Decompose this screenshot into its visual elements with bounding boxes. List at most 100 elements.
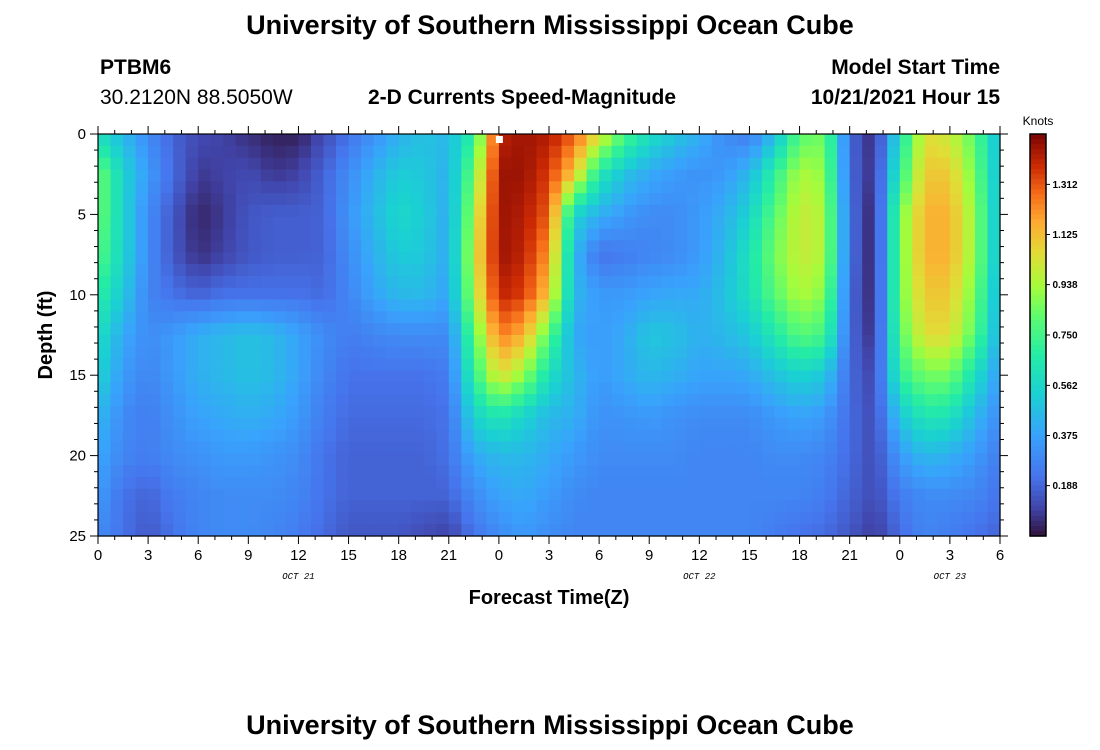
heatmap-cell <box>210 394 224 407</box>
colorbar-segment <box>1030 269 1046 276</box>
heatmap-cell <box>273 264 287 277</box>
heatmap-cell <box>248 181 262 194</box>
heatmap-cell <box>386 512 400 525</box>
heatmap-cell <box>448 417 462 431</box>
heatmap-cell <box>674 429 688 443</box>
heatmap-cell <box>436 204 450 218</box>
heatmap-cell <box>173 204 187 218</box>
heatmap-cell <box>586 311 600 324</box>
heatmap-cell <box>787 382 801 395</box>
heatmap-cell <box>198 524 212 537</box>
heatmap-cell <box>235 134 249 147</box>
heatmap-cell <box>862 512 876 525</box>
heatmap-cell <box>749 524 763 537</box>
heatmap-cell <box>423 370 437 383</box>
heatmap-cell <box>323 323 337 336</box>
heatmap-cell <box>761 512 776 525</box>
heatmap-cell <box>235 358 249 372</box>
heatmap-cell <box>937 429 951 443</box>
heatmap-cell <box>912 417 926 431</box>
heatmap-cell <box>724 264 738 277</box>
heatmap-cell <box>924 145 938 159</box>
heatmap-cell <box>260 500 274 513</box>
heatmap-cell <box>361 524 375 537</box>
heatmap-cell <box>862 465 876 478</box>
y-tick-label: 15 <box>69 367 86 384</box>
heatmap-cell <box>611 370 625 383</box>
heatmap-cell <box>649 311 663 324</box>
heatmap-cell <box>649 370 663 383</box>
heatmap-cell <box>912 275 926 289</box>
heatmap-cell <box>448 169 462 182</box>
heatmap-cell <box>398 417 412 431</box>
heatmap-cell <box>586 204 600 218</box>
heatmap-cell <box>937 512 951 525</box>
heatmap-cell <box>448 134 462 147</box>
heatmap-cell <box>924 216 938 230</box>
heatmap-cell <box>749 228 763 242</box>
heatmap-cell <box>624 134 638 147</box>
heatmap-cell <box>123 370 137 383</box>
colorbar-segment <box>1030 174 1046 180</box>
heatmap-cell <box>724 405 738 419</box>
heatmap-cell <box>862 311 876 324</box>
heatmap-cell <box>624 358 638 372</box>
heatmap-cell <box>498 346 513 360</box>
heatmap-cell <box>123 488 137 502</box>
heatmap-cell <box>574 134 588 147</box>
heatmap-cell <box>699 476 713 490</box>
heatmap-cell <box>824 299 838 312</box>
heatmap-cell <box>298 264 312 277</box>
heatmap-cell <box>549 346 563 360</box>
heatmap-cell <box>536 181 550 194</box>
heatmap-cell <box>937 157 951 171</box>
heatmap-cell <box>899 181 913 194</box>
heatmap-cell <box>611 264 625 277</box>
heatmap-cell <box>498 441 513 454</box>
heatmap-cell <box>248 465 262 478</box>
heatmap-cell <box>511 299 525 312</box>
heatmap-cell <box>310 181 325 194</box>
heatmap-cell <box>98 252 112 265</box>
heatmap-cell <box>987 323 1001 336</box>
heatmap-cell <box>411 145 425 159</box>
heatmap-cell <box>686 465 700 478</box>
heatmap-cell <box>724 358 738 372</box>
heatmap-cell <box>899 228 913 242</box>
heatmap-cell <box>536 134 550 147</box>
heatmap-cell <box>273 252 287 265</box>
heatmap-cell <box>386 524 400 537</box>
heatmap-cell <box>787 335 801 348</box>
heatmap-cell <box>110 311 124 324</box>
heatmap-cell <box>649 157 663 171</box>
heatmap-cell <box>824 240 838 253</box>
colorbar-segment <box>1030 395 1046 401</box>
heatmap-cell <box>949 287 964 301</box>
heatmap-cell <box>574 157 588 171</box>
heatmap-cell <box>624 157 638 171</box>
heatmap-cell <box>674 275 688 289</box>
heatmap-cell <box>498 240 513 253</box>
heatmap-cell <box>661 488 675 502</box>
heatmap-cell <box>787 204 801 218</box>
heatmap-cell <box>248 524 262 537</box>
heatmap-cell <box>887 405 901 419</box>
heatmap-cell <box>173 240 187 253</box>
heatmap-cell <box>874 228 888 242</box>
heatmap-cell <box>736 299 751 312</box>
heatmap-cell <box>223 441 237 454</box>
heatmap-cell <box>210 240 224 253</box>
heatmap-cell <box>148 500 162 513</box>
heatmap-cell <box>549 370 563 383</box>
heatmap-cell <box>298 441 312 454</box>
heatmap-cell <box>160 157 174 171</box>
heatmap-cell <box>523 311 538 324</box>
heatmap-cell <box>987 252 1001 265</box>
heatmap-cell <box>837 275 851 289</box>
heatmap-cell <box>774 417 788 431</box>
heatmap-cell <box>473 524 487 537</box>
heatmap-cell <box>787 275 801 289</box>
heatmap-cell <box>862 524 876 537</box>
heatmap-cell <box>661 405 675 419</box>
heatmap-cell <box>987 145 1001 159</box>
